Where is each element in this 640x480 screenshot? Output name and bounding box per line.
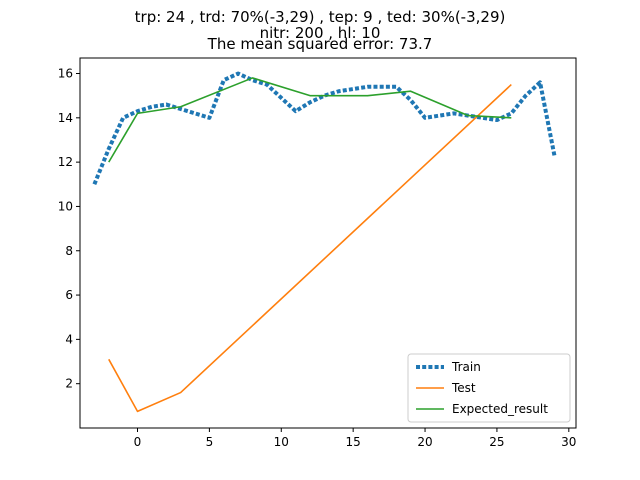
y-tick-label: 8	[65, 244, 73, 258]
chart-title-group: trp: 24 , trd: 70%(-3,29) , tep: 9 , ted…	[135, 8, 506, 53]
x-tick-label: 5	[206, 435, 214, 449]
legend: Train Test Expected_result	[407, 353, 571, 423]
series-line-train	[92, 71, 557, 186]
x-tick-label: 25	[489, 435, 504, 449]
x-tick-label: 15	[346, 435, 361, 449]
legend-label-test: Test	[451, 381, 476, 395]
legend-box	[407, 353, 571, 423]
series-line-test	[108, 84, 512, 413]
y-tick-label: 10	[58, 199, 73, 213]
x-tick-label: 10	[274, 435, 289, 449]
legend-label-train: Train	[451, 360, 481, 374]
y-tick-label: 4	[65, 332, 73, 346]
chart-title-line-3: The mean squared error: 73.7	[207, 35, 433, 53]
series-line-expected-result	[108, 77, 512, 163]
x-tick-label: 30	[561, 435, 576, 449]
x-tick-label: 0	[134, 435, 142, 449]
y-tick-label: 6	[65, 288, 73, 302]
y-tick-label: 14	[58, 111, 73, 125]
legend-label-expected-result: Expected_result	[452, 402, 548, 416]
x-tick-label: 20	[417, 435, 432, 449]
x-axis: 0 5 10 15 20 25 30	[134, 428, 576, 449]
chart-title-line-1: trp: 24 , trd: 70%(-3,29) , tep: 9 , ted…	[135, 8, 506, 26]
y-tick-label: 12	[58, 155, 73, 169]
y-axis: 2 4 6 8 10 12 14 16	[58, 67, 80, 391]
y-tick-label: 16	[58, 67, 73, 81]
y-tick-label: 2	[65, 377, 73, 391]
chart-title-line-2: nitr: 200 , hl: 10	[260, 24, 381, 42]
plot-frame	[79, 57, 577, 429]
series-layer	[92, 71, 557, 413]
